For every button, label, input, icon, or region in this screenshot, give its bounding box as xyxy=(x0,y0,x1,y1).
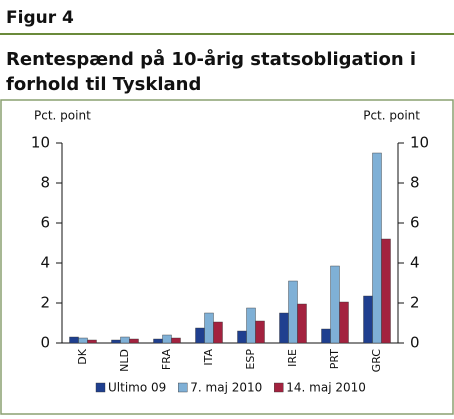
bar xyxy=(213,321,223,344)
bar xyxy=(69,336,79,344)
bar xyxy=(153,338,163,344)
legend-swatch xyxy=(274,382,284,393)
bar xyxy=(339,301,349,344)
figure-label: Figur 4 xyxy=(6,8,74,28)
bar xyxy=(279,312,289,344)
bar xyxy=(111,339,121,344)
y2-tick-label: 2 xyxy=(410,294,420,312)
x-tick-label: NLD xyxy=(118,349,131,372)
bar xyxy=(195,327,205,344)
bar xyxy=(87,339,97,344)
y-tick-label: 6 xyxy=(40,214,50,232)
y2-axis-label: Pct. point xyxy=(363,109,420,123)
legend-label: Ultimo 09 xyxy=(108,381,166,395)
bar xyxy=(255,320,265,344)
y2-tick-label: 10 xyxy=(410,134,429,152)
bar xyxy=(171,337,181,344)
x-tick-label: FRA xyxy=(160,349,173,371)
y-tick-label: 10 xyxy=(31,134,50,152)
frame xyxy=(0,99,454,415)
x-tick-label: GRC xyxy=(370,349,383,373)
bar xyxy=(330,265,340,344)
bar xyxy=(372,152,382,344)
bar xyxy=(78,337,88,344)
bar xyxy=(204,312,214,344)
bar xyxy=(297,303,307,344)
x-tick-label: IRE xyxy=(286,349,299,367)
y2-tick-label: 8 xyxy=(410,174,420,192)
y-tick-label: 0 xyxy=(40,334,50,352)
y2-tick-label: 4 xyxy=(410,254,420,272)
y-tick-label: 4 xyxy=(40,254,50,272)
bar xyxy=(321,328,331,344)
x-tick-label: ESP xyxy=(244,349,257,370)
y-tick-label: 2 xyxy=(40,294,50,312)
y2-tick-label: 6 xyxy=(410,214,420,232)
bar xyxy=(237,330,247,344)
bar xyxy=(129,338,139,344)
legend-label: 14. maj 2010 xyxy=(286,381,366,395)
x-tick-label: PRT xyxy=(328,349,341,369)
bar xyxy=(363,295,373,344)
bar xyxy=(381,238,391,344)
legend-swatch xyxy=(178,382,188,393)
bar xyxy=(162,334,172,344)
bar xyxy=(246,307,256,344)
bar xyxy=(120,336,130,344)
y2-tick-label: 0 xyxy=(410,334,420,352)
bar xyxy=(288,280,298,344)
y-axis-label: Pct. point xyxy=(34,109,91,123)
y-tick-label: 8 xyxy=(40,174,50,192)
x-tick-label: ITA xyxy=(202,349,215,366)
x-tick-label: DK xyxy=(76,348,89,364)
legend-swatch xyxy=(95,382,106,393)
legend-label: 7. maj 2010 xyxy=(190,381,262,395)
